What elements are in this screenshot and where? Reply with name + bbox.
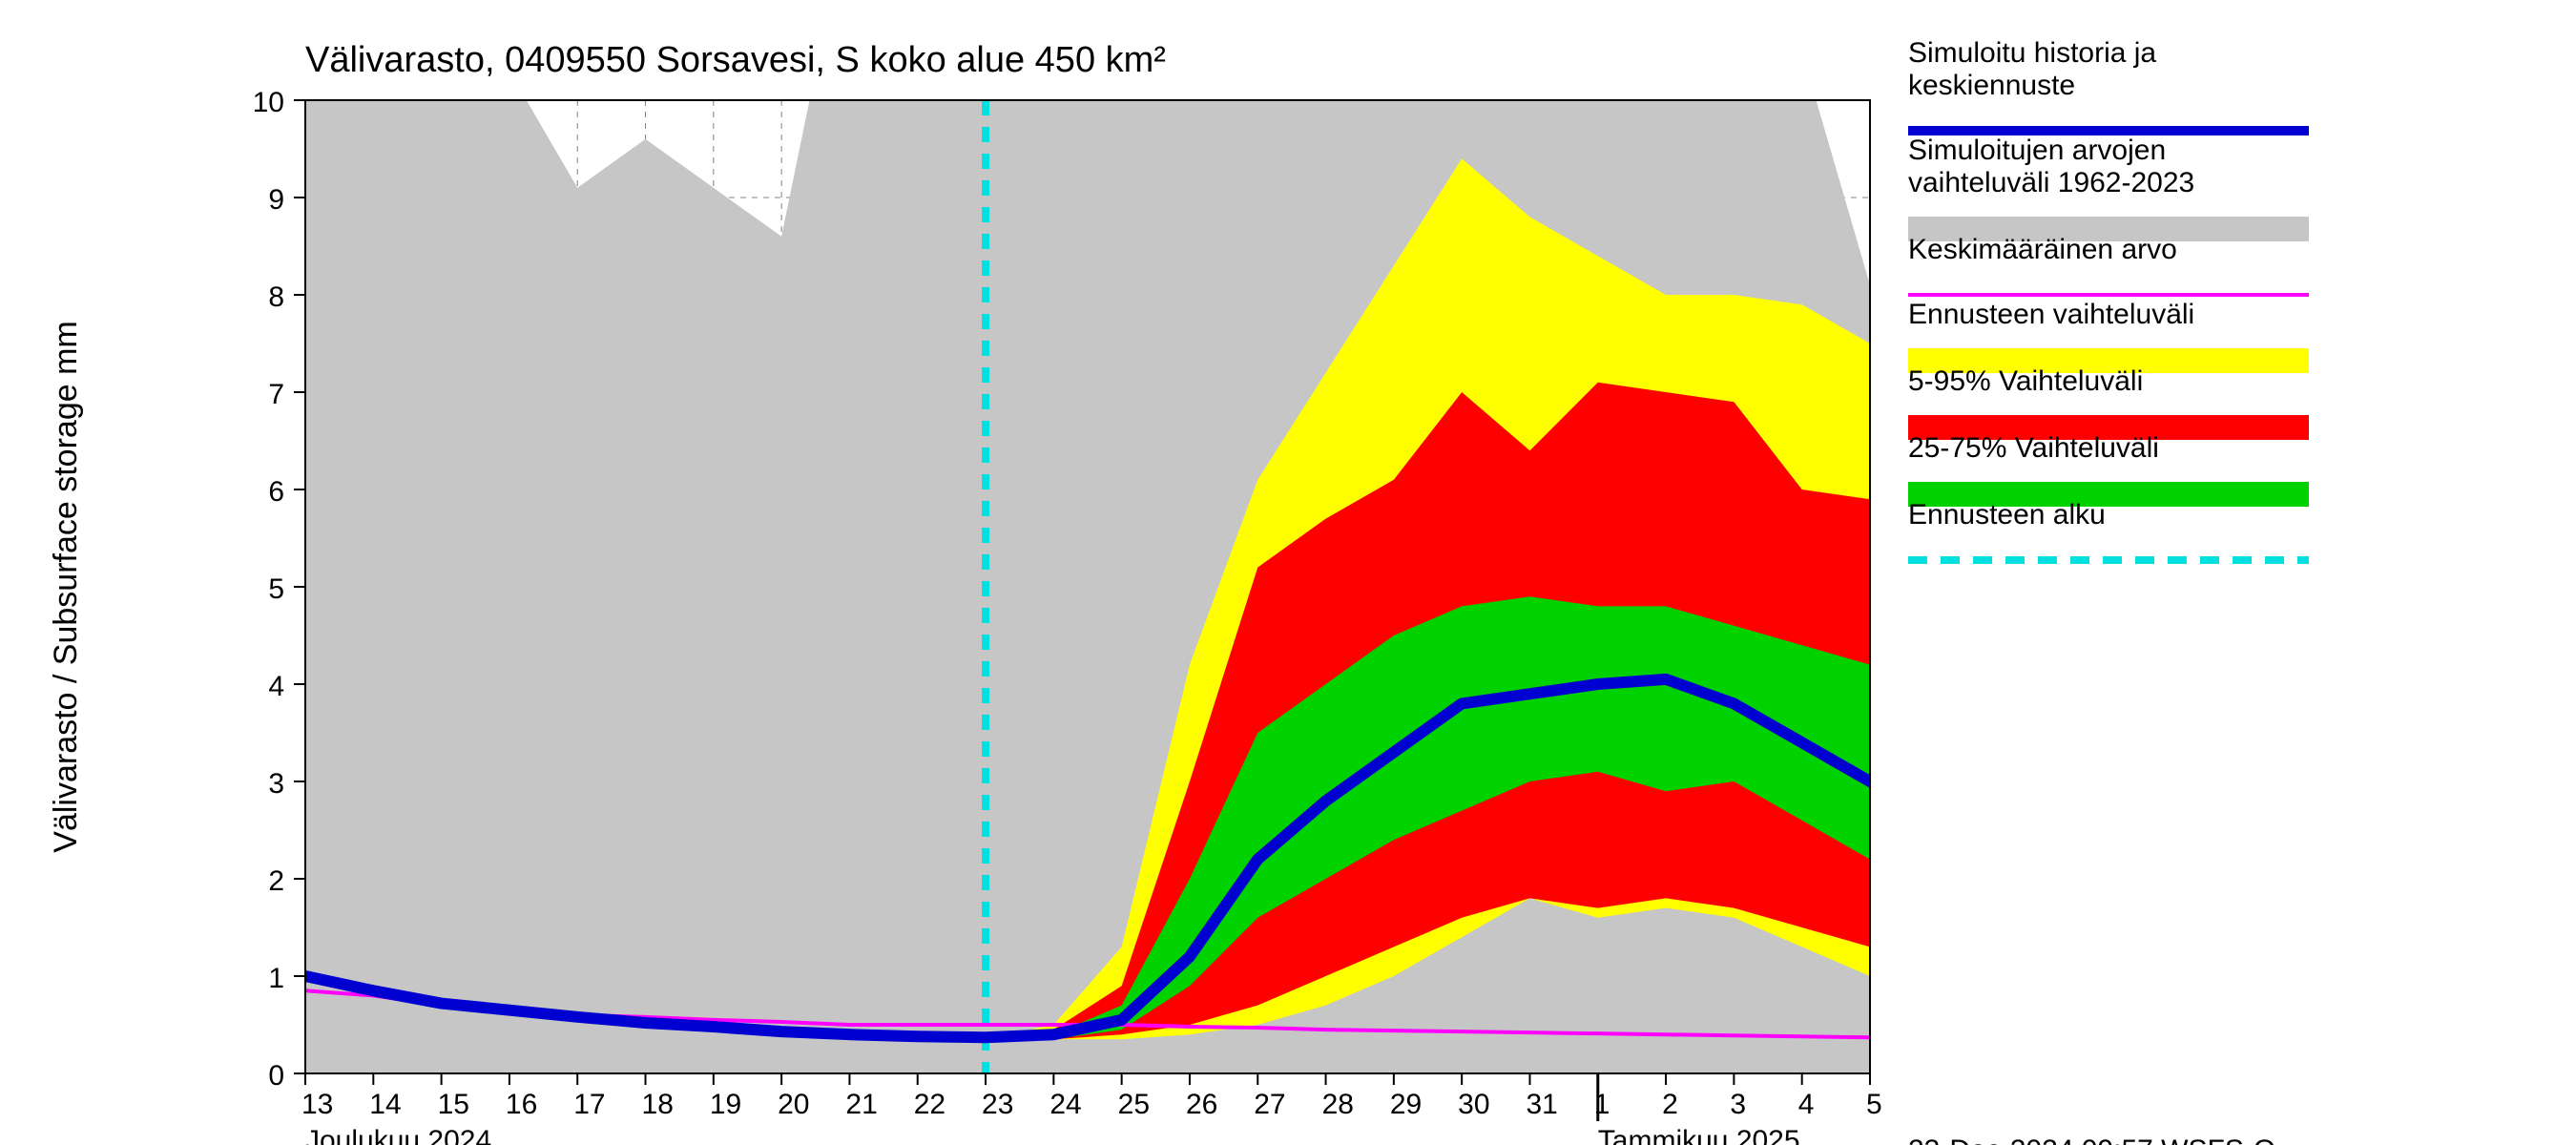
legend-label: Ennusteen vaihteluväli	[1908, 299, 2194, 330]
bands	[305, 0, 2006, 1073]
svg-text:21: 21	[845, 1089, 877, 1120]
chart-title: Välivarasto, 0409550 Sorsavesi, S koko a…	[305, 40, 1166, 80]
chart-footer: 23-Dec-2024 09:57 WSFS-O	[1908, 1135, 2275, 1145]
svg-text:5: 5	[268, 573, 284, 605]
legend-label: keskiennuste	[1908, 70, 2075, 101]
svg-text:22: 22	[914, 1089, 945, 1120]
svg-text:18: 18	[642, 1089, 674, 1120]
svg-text:3: 3	[1730, 1089, 1746, 1120]
chart-container: 0123456789101314151617181920212223242526…	[0, 0, 2576, 1145]
svg-text:13: 13	[301, 1089, 333, 1120]
legend-label: Simuloitujen arvojen	[1908, 135, 2166, 166]
svg-text:19: 19	[710, 1089, 741, 1120]
svg-text:14: 14	[369, 1089, 401, 1120]
svg-text:2: 2	[1662, 1089, 1678, 1120]
svg-text:8: 8	[268, 281, 284, 313]
chart-svg: 0123456789101314151617181920212223242526…	[0, 0, 2576, 1145]
legend-label: Ennusteen alku	[1908, 499, 2106, 531]
svg-text:24: 24	[1049, 1089, 1081, 1120]
svg-text:15: 15	[438, 1089, 469, 1120]
svg-text:25: 25	[1118, 1089, 1150, 1120]
svg-text:Joulukuu 2024: Joulukuu 2024	[305, 1125, 491, 1145]
svg-text:20: 20	[778, 1089, 809, 1120]
svg-text:17: 17	[573, 1089, 605, 1120]
svg-text:5: 5	[1866, 1089, 1882, 1120]
svg-text:Tammikuu 2025: Tammikuu 2025	[1598, 1125, 1800, 1145]
svg-text:4: 4	[1798, 1089, 1815, 1120]
legend-label: 5-95% Vaihteluväli	[1908, 365, 2143, 397]
legend-label: 25-75% Vaihteluväli	[1908, 432, 2159, 464]
svg-text:26: 26	[1186, 1089, 1217, 1120]
svg-text:16: 16	[506, 1089, 537, 1120]
svg-text:2: 2	[268, 865, 284, 897]
svg-text:23: 23	[982, 1089, 1013, 1120]
svg-text:0: 0	[268, 1060, 284, 1092]
svg-text:1: 1	[268, 963, 284, 994]
legend-label: vaihteluväli 1962-2023	[1908, 167, 2194, 198]
svg-text:27: 27	[1254, 1089, 1285, 1120]
svg-text:4: 4	[268, 671, 284, 702]
svg-text:29: 29	[1390, 1089, 1422, 1120]
svg-text:30: 30	[1458, 1089, 1489, 1120]
legend-label: Keskimääräinen arvo	[1908, 234, 2177, 265]
svg-text:31: 31	[1526, 1089, 1557, 1120]
svg-text:3: 3	[268, 768, 284, 800]
legend-label: Simuloitu historia ja	[1908, 37, 2156, 69]
svg-text:10: 10	[253, 87, 284, 118]
svg-text:7: 7	[268, 379, 284, 410]
svg-text:28: 28	[1322, 1089, 1354, 1120]
y-axis-label: Välivarasto / Subsurface storage mm	[48, 321, 84, 852]
svg-text:9: 9	[268, 184, 284, 216]
svg-text:6: 6	[268, 476, 284, 508]
